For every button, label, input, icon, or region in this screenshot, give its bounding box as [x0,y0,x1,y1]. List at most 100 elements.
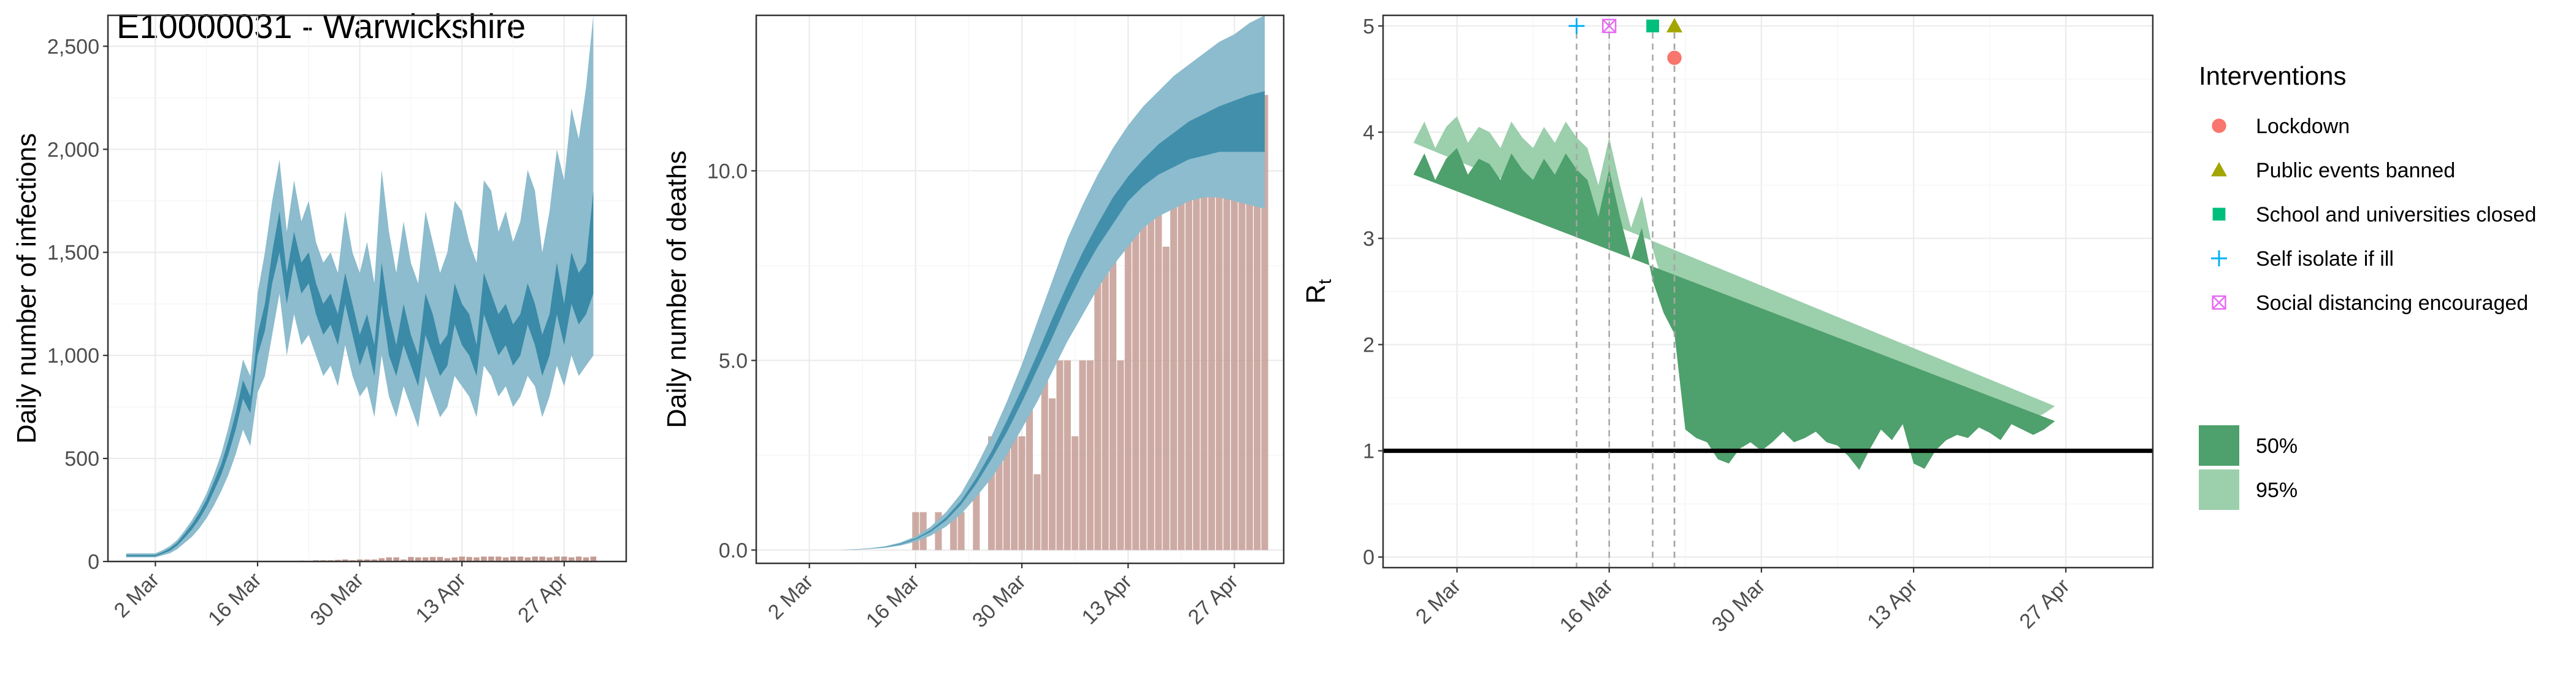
x-tick-label: 13 Apr [1863,574,1922,633]
y-tick-label: 5 [1363,15,1374,38]
observed-death-bar [451,557,458,561]
observed-death-bar [575,556,582,561]
death-bar [1110,171,1117,550]
death-bar [957,512,965,550]
observed-death-bar [422,557,429,561]
death-bar [973,474,980,550]
death-bar [1162,246,1170,550]
death-bar [1193,171,1200,550]
figure-title: E10000031 - Warwickshire [117,7,526,45]
band-50 [779,91,1265,550]
observed-death-bar [371,559,378,561]
intervention-marker [1568,18,1585,34]
x-tick-label: 16 Mar [862,570,924,633]
y-tick-label: 2 [1363,334,1374,357]
observed-death-bar [408,557,414,561]
observed-death-bar [401,559,407,561]
observed-death-bar [590,556,597,561]
y-axis-title: Daily number of infections [12,133,42,444]
death-bar [995,436,1003,550]
observed-death-bar [335,560,341,561]
legend-marker [2211,250,2227,266]
death-bar [1185,133,1192,550]
observed-death-bar [481,556,487,561]
death-bar [1086,360,1094,550]
y-tick-label: 0 [88,550,99,574]
observed-death-bar [386,557,392,561]
x-tick-label: 27 Apr [1184,570,1243,629]
intervention-marker [1666,18,1683,33]
legend-band-swatch [2199,425,2239,466]
observed-death-bar [378,558,385,561]
legend-band-label: 95% [2256,479,2298,502]
y-tick-label: 5.0 [719,349,748,372]
death-bar [1011,398,1018,550]
observed-death-bar [554,556,560,561]
death-bar [1117,360,1124,550]
observed-death-bar [568,557,575,561]
y-tick-label: 0.0 [719,539,748,562]
observed-death-bar [583,557,589,561]
observed-death-bar [393,557,399,561]
observed-death-bar [524,557,531,561]
y-tick-label: 10.0 [707,160,748,183]
legend-label: Social distancing encouraged [2256,291,2528,315]
death-bar [1132,171,1140,550]
observed-death-bar [437,557,443,561]
death-bar [1170,171,1178,550]
band-50 [1413,148,2055,470]
death-bar [1025,360,1033,550]
death-bar [1041,360,1048,550]
x-tick-label: 30 Mar [1708,574,1770,637]
x-tick-label: 27 Apr [513,568,572,627]
panel-border [755,14,1285,565]
death-bar [988,436,995,550]
observed-death-bar [429,557,436,561]
death-bar [1079,360,1086,550]
observed-death-bar [510,556,516,561]
x-tick-label: 2 Mar [110,568,164,622]
observed-death-bar [488,556,494,561]
death-bar [1246,171,1253,550]
x-tick-label: 16 Mar [1555,574,1618,637]
death-bar [912,512,919,550]
intervention-marker [1667,50,1682,65]
death-bar [919,512,927,550]
panel-border [107,14,627,563]
death-bar [1147,133,1155,550]
intervention-marker [1646,19,1660,33]
death-bar [1223,171,1230,550]
death-bar [1238,95,1246,550]
legend-label: School and universities closed [2256,203,2536,226]
death-bar [1200,95,1208,550]
legend-marker [2212,207,2226,221]
deaths-panel: 0.0 5.0 10.0 2 Mar 16 Mar 30 Mar 13 Apr 27 Apr D… [662,14,1285,633]
x-tick-label: 16 Mar [204,568,266,631]
legend-label: Lockdown [2256,115,2350,138]
death-bar [1056,360,1064,550]
x-tick-label: 13 Apr [1078,570,1137,629]
observed-death-bar [495,556,502,561]
observed-death-bar [532,556,538,561]
death-bar [1124,133,1132,550]
legend-band-label: 50% [2256,434,2298,458]
observed-death-bar [459,556,465,561]
death-bar [1261,95,1268,550]
y-tick-label: 500 [64,447,99,471]
observed-death-bar [356,559,363,561]
death-bar [1254,95,1261,550]
y-tick-label: 0 [1363,546,1374,569]
legend-marker [2211,162,2227,177]
death-bar [1018,436,1025,550]
legend-label: Self isolate if ill [2256,247,2394,271]
y-tick-label: 1,000 [47,344,99,368]
x-tick-label: 27 Apr [2015,574,2074,633]
death-bar [1003,436,1010,550]
death-bar [1064,360,1071,550]
death-bar [950,512,957,550]
legend-marker [2212,295,2226,310]
observed-death-bar [415,557,421,561]
death-bar [1033,474,1041,550]
band-95 [126,15,594,558]
